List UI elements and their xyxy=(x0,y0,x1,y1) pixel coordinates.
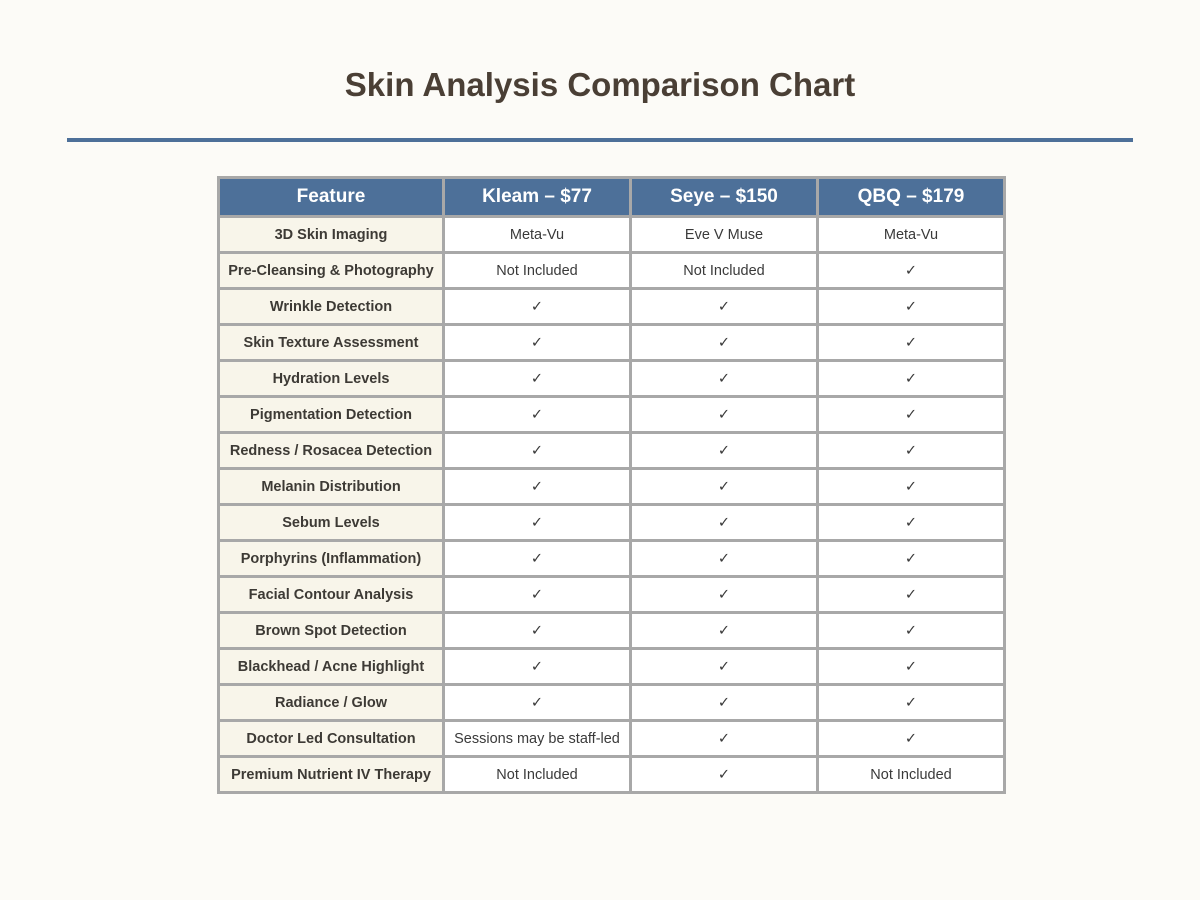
checkmark-icon: ✓ xyxy=(629,647,819,686)
feature-cell: Premium Nutrient IV Therapy xyxy=(217,755,445,794)
table-row: Hydration Levels ✓ ✓ ✓ xyxy=(217,359,1006,398)
checkmark-icon: ✓ xyxy=(442,611,632,650)
table-row: Facial Contour Analysis ✓ ✓ ✓ xyxy=(217,575,1006,614)
checkmark-icon: ✓ xyxy=(442,647,632,686)
table-row: Doctor Led Consultation Sessions may be s… xyxy=(217,719,1006,758)
title-divider xyxy=(67,138,1133,142)
seye-value-cell: Not Included xyxy=(629,251,819,290)
table-row: Redness / Rosacea Detection ✓ ✓ ✓ xyxy=(217,431,1006,470)
checkmark-icon: ✓ xyxy=(629,719,819,758)
feature-cell: Porphyrins (Inflammation) xyxy=(217,539,445,578)
feature-cell: Radiance / Glow xyxy=(217,683,445,722)
header-row: Feature Kleam – $77 Seye – $150 QBQ – $1… xyxy=(217,176,1006,218)
feature-cell: Redness / Rosacea Detection xyxy=(217,431,445,470)
checkmark-icon: ✓ xyxy=(442,395,632,434)
table-header: Feature Kleam – $77 Seye – $150 QBQ – $1… xyxy=(217,176,1006,218)
table-row: 3D Skin Imaging Meta-Vu Eve V Muse Meta-Vu xyxy=(217,215,1006,254)
kleam-value-cell: Not Included xyxy=(442,251,632,290)
checkmark-icon: ✓ xyxy=(629,575,819,614)
qbq-value-cell: Not Included xyxy=(816,755,1006,794)
feature-cell: 3D Skin Imaging xyxy=(217,215,445,254)
checkmark-icon: ✓ xyxy=(442,359,632,398)
checkmark-icon: ✓ xyxy=(442,503,632,542)
header-seye: Seye – $150 xyxy=(629,176,819,218)
checkmark-icon: ✓ xyxy=(816,683,1006,722)
checkmark-icon: ✓ xyxy=(816,359,1006,398)
kleam-value-cell: Meta-Vu xyxy=(442,215,632,254)
feature-cell: Hydration Levels xyxy=(217,359,445,398)
checkmark-icon: ✓ xyxy=(629,755,819,794)
table-row: Brown Spot Detection ✓ ✓ ✓ xyxy=(217,611,1006,650)
checkmark-icon: ✓ xyxy=(629,395,819,434)
feature-cell: Brown Spot Detection xyxy=(217,611,445,650)
checkmark-icon: ✓ xyxy=(442,467,632,506)
checkmark-icon: ✓ xyxy=(629,287,819,326)
checkmark-icon: ✓ xyxy=(816,467,1006,506)
checkmark-icon: ✓ xyxy=(629,359,819,398)
feature-cell: Facial Contour Analysis xyxy=(217,575,445,614)
feature-cell: Pigmentation Detection xyxy=(217,395,445,434)
checkmark-icon: ✓ xyxy=(816,719,1006,758)
checkmark-icon: ✓ xyxy=(816,287,1006,326)
checkmark-icon: ✓ xyxy=(816,251,1006,290)
table-body: 3D Skin Imaging Meta-Vu Eve V Muse Meta-Vu P… xyxy=(217,215,1006,794)
table-row: Premium Nutrient IV Therapy Not Included ✓… xyxy=(217,755,1006,794)
checkmark-icon: ✓ xyxy=(442,539,632,578)
checkmark-icon: ✓ xyxy=(816,611,1006,650)
header-kleam: Kleam – $77 xyxy=(442,176,632,218)
checkmark-icon: ✓ xyxy=(442,431,632,470)
checkmark-icon: ✓ xyxy=(629,323,819,362)
table-row: Radiance / Glow ✓ ✓ ✓ xyxy=(217,683,1006,722)
checkmark-icon: ✓ xyxy=(816,395,1006,434)
checkmark-icon: ✓ xyxy=(816,323,1006,362)
table-row: Melanin Distribution ✓ ✓ ✓ xyxy=(217,467,1006,506)
checkmark-icon: ✓ xyxy=(816,647,1006,686)
feature-cell: Wrinkle Detection xyxy=(217,287,445,326)
feature-cell: Blackhead / Acne Highlight xyxy=(217,647,445,686)
checkmark-icon: ✓ xyxy=(816,503,1006,542)
checkmark-icon: ✓ xyxy=(442,575,632,614)
qbq-value-cell: Meta-Vu xyxy=(816,215,1006,254)
checkmark-icon: ✓ xyxy=(629,611,819,650)
header-feature: Feature xyxy=(217,176,445,218)
table-row: Sebum Levels ✓ ✓ ✓ xyxy=(217,503,1006,542)
feature-cell: Melanin Distribution xyxy=(217,467,445,506)
checkmark-icon: ✓ xyxy=(442,287,632,326)
checkmark-icon: ✓ xyxy=(629,539,819,578)
checkmark-icon: ✓ xyxy=(816,539,1006,578)
checkmark-icon: ✓ xyxy=(442,683,632,722)
feature-cell: Skin Texture Assessment xyxy=(217,323,445,362)
feature-cell: Pre-Cleansing & Photography xyxy=(217,251,445,290)
table-row: Pre-Cleansing & Photography Not Included N… xyxy=(217,251,1006,290)
checkmark-icon: ✓ xyxy=(629,503,819,542)
table-row: Blackhead / Acne Highlight ✓ ✓ ✓ xyxy=(217,647,1006,686)
checkmark-icon: ✓ xyxy=(442,323,632,362)
comparison-table: Feature Kleam – $77 Seye – $150 QBQ – $1… xyxy=(217,176,1006,794)
checkmark-icon: ✓ xyxy=(629,431,819,470)
table-row: Wrinkle Detection ✓ ✓ ✓ xyxy=(217,287,1006,326)
checkmark-icon: ✓ xyxy=(629,683,819,722)
table-row: Pigmentation Detection ✓ ✓ ✓ xyxy=(217,395,1006,434)
page-title: Skin Analysis Comparison Chart xyxy=(344,66,856,103)
table-row: Porphyrins (Inflammation) ✓ ✓ ✓ xyxy=(217,539,1006,578)
checkmark-icon: ✓ xyxy=(816,431,1006,470)
checkmark-icon: ✓ xyxy=(816,575,1006,614)
kleam-value-cell: Sessions may be staff-led xyxy=(442,719,632,758)
table-row: Skin Texture Assessment ✓ ✓ ✓ xyxy=(217,323,1006,362)
feature-cell: Sebum Levels xyxy=(217,503,445,542)
header-qbq: QBQ – $179 xyxy=(816,176,1006,218)
feature-cell: Doctor Led Consultation xyxy=(217,719,445,758)
kleam-value-cell: Not Included xyxy=(442,755,632,794)
seye-value-cell: Eve V Muse xyxy=(629,215,819,254)
checkmark-icon: ✓ xyxy=(629,467,819,506)
